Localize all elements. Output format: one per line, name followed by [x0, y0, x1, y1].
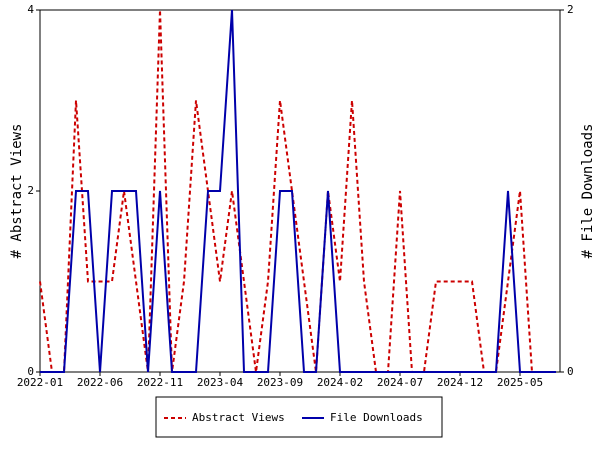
- x-tick-label: 2024-02: [317, 376, 363, 389]
- x-tick-label: 2023-09: [257, 376, 303, 389]
- x-tick-label: 2024-12: [437, 376, 483, 389]
- y-axis-title: # Abstract Views: [9, 124, 25, 259]
- y-tick-label: 2: [27, 184, 34, 197]
- legend: [155, 396, 443, 438]
- x-tick-label: 2025-05: [497, 376, 543, 389]
- series-line: [39, 9, 556, 373]
- legend-label: File Downloads: [330, 411, 423, 424]
- series-line: [40, 9, 556, 373]
- y2-tick-label: 2: [567, 3, 574, 16]
- x-tick-label: 2023-04: [197, 376, 244, 389]
- y2-axis-title: # File Downloads: [580, 124, 596, 259]
- x-tick-label: 2024-07: [377, 376, 423, 389]
- y-tick-label: 0: [27, 365, 34, 378]
- x-tick-label: 2022-06: [77, 376, 123, 389]
- y-tick-label: 4: [27, 3, 34, 16]
- x-tick-label: 2022-01: [17, 376, 63, 389]
- x-tick-label: 2022-11: [137, 376, 183, 389]
- y2-tick-label: 0: [567, 365, 574, 378]
- legend-label: Abstract Views: [192, 411, 285, 424]
